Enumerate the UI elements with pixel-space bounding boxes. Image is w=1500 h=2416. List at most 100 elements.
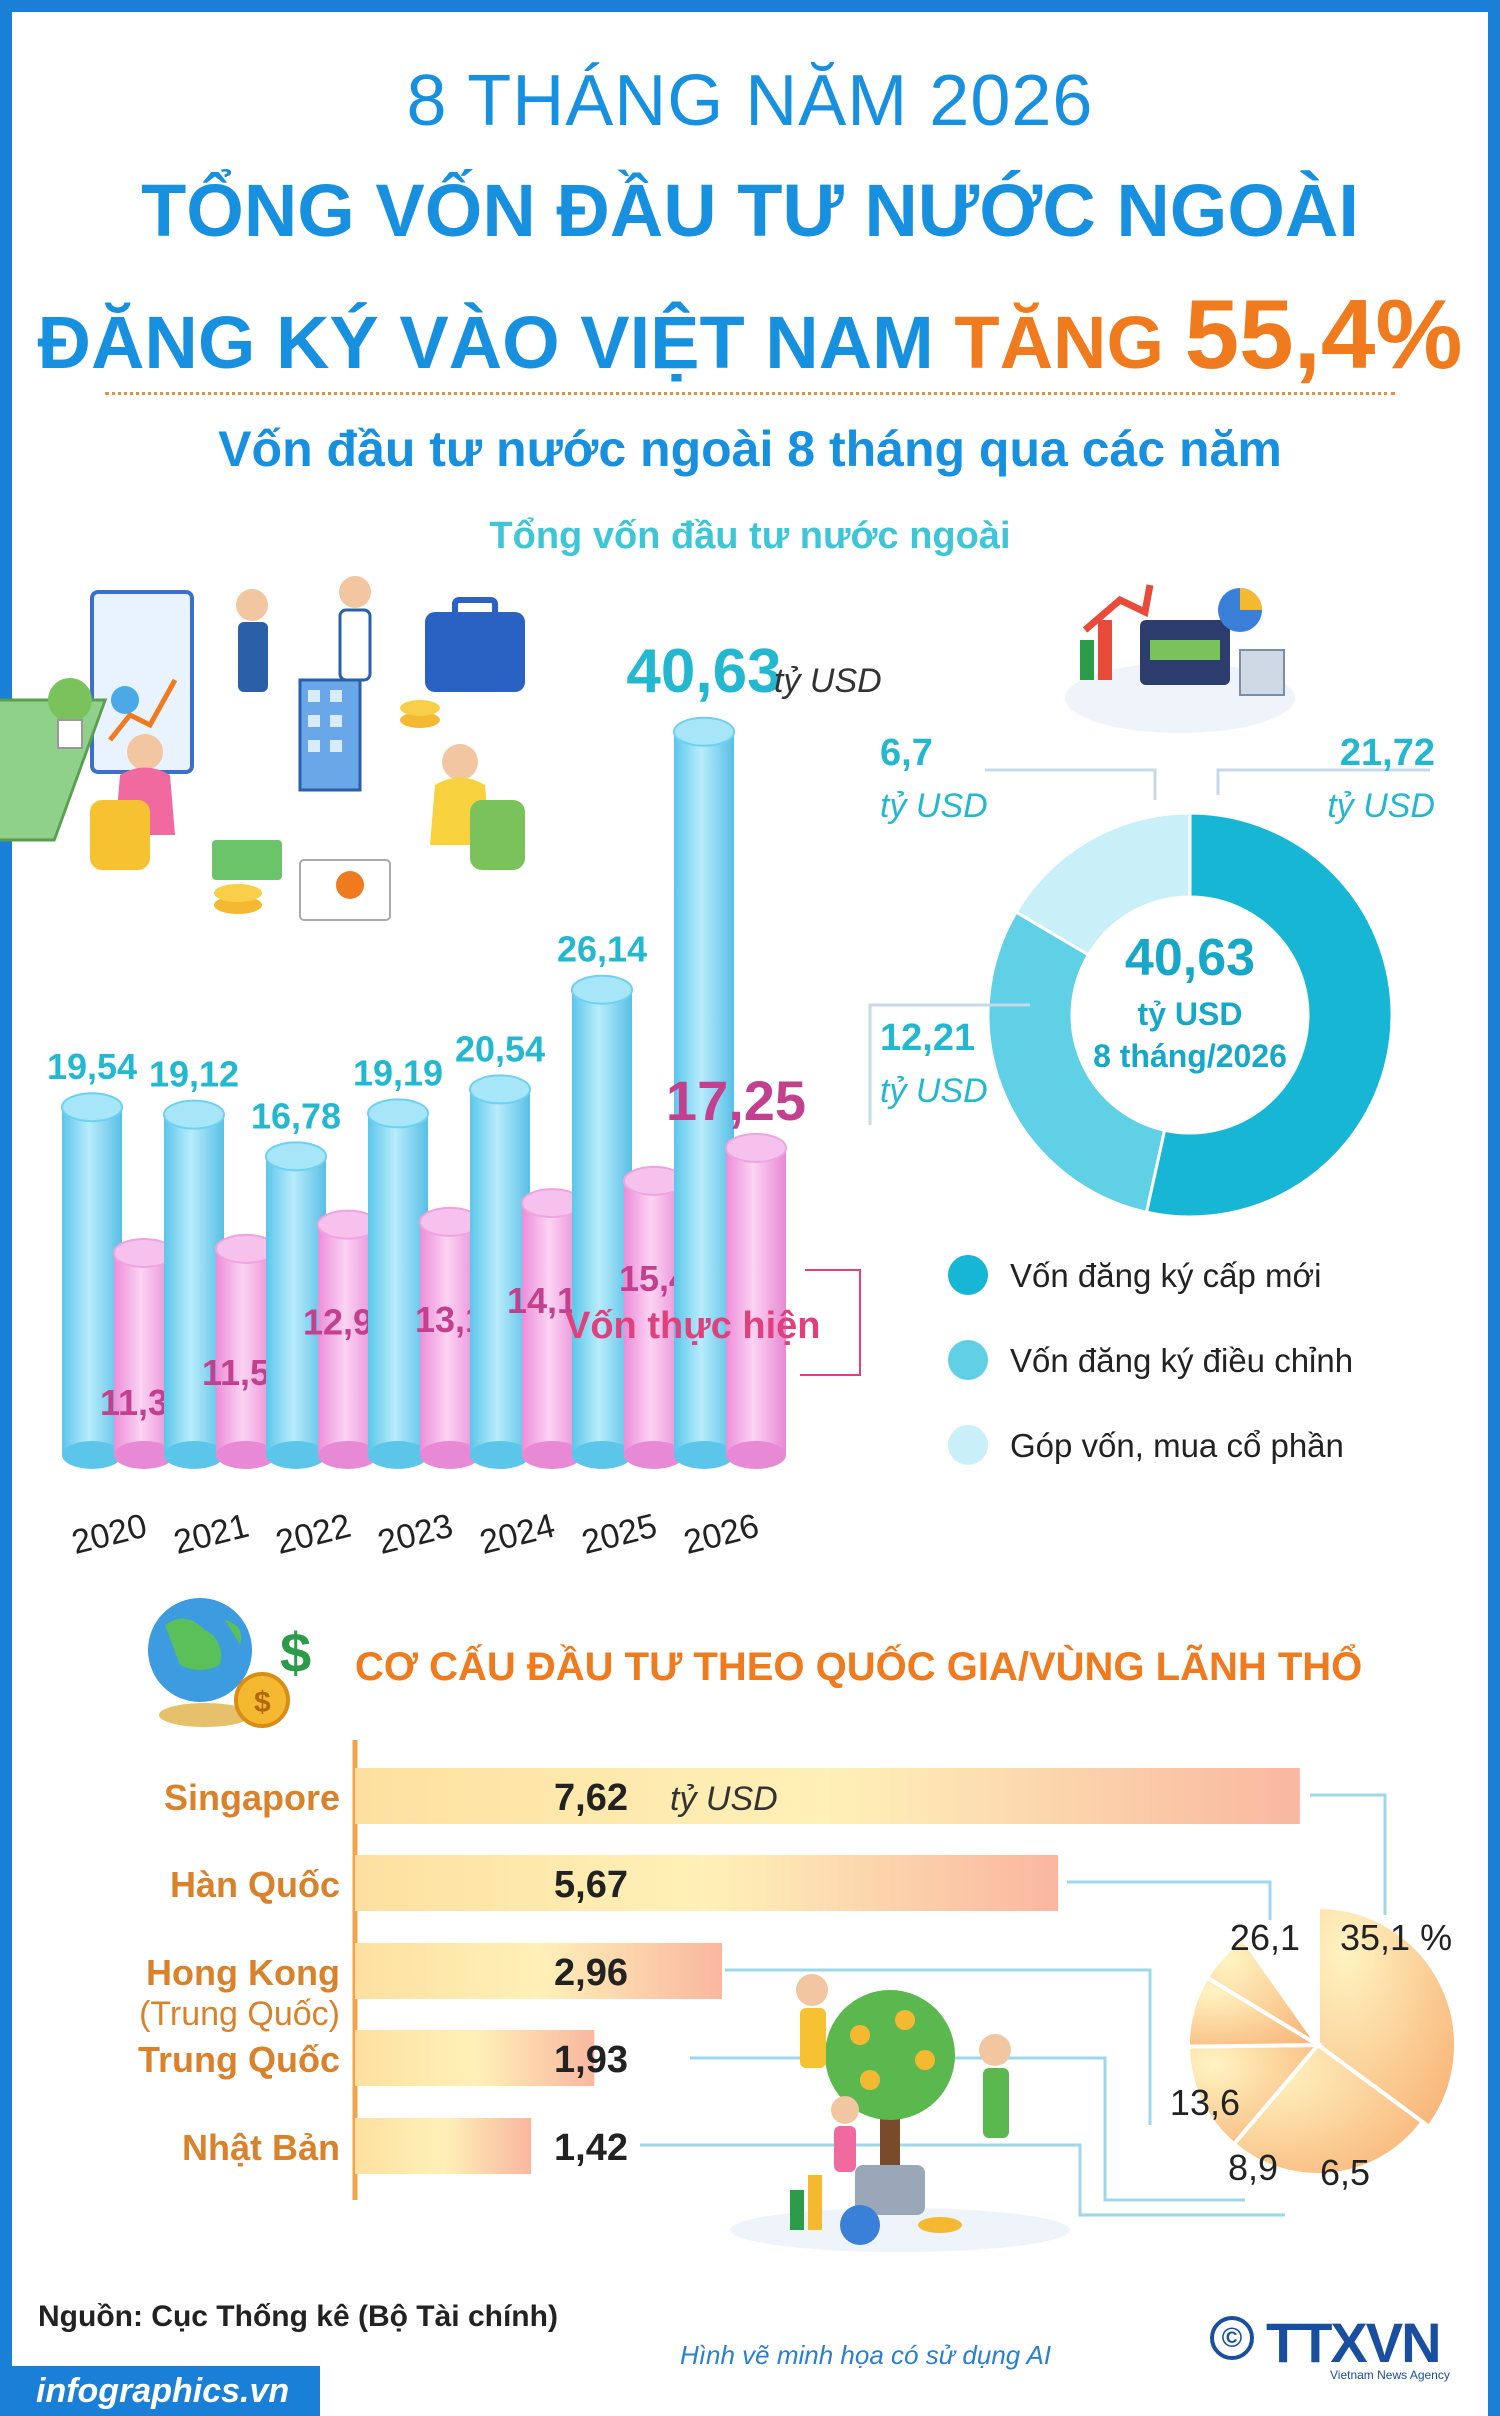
dollar-sign-icon: $ [280, 1621, 311, 1684]
year-tick-label: 2022 [272, 1507, 355, 1562]
yearly-investment-bar-chart: 19,5411,35202019,1211,58202116,7812,9420… [47, 637, 882, 1562]
total-capital-unit: tỷ USD [774, 662, 882, 700]
chair-icon [90, 800, 150, 870]
donut-center-unit: tỷ USD [1138, 996, 1243, 1032]
total-capital-bar [571, 974, 633, 1469]
total-capital-value-label: 40,63 [626, 637, 781, 706]
chart-bar-icon [790, 2190, 804, 2230]
child-icon [831, 2096, 859, 2124]
period-title: 8 THÁNG NĂM 2026 [406, 61, 1094, 141]
globe-money-illustration: $ $ [148, 1598, 311, 1728]
plant-icon [48, 678, 92, 722]
country-name-label: Hong Kong [146, 1952, 340, 1993]
country-share-slice [1185, 2042, 1323, 2147]
total-capital-bar [61, 1092, 123, 1469]
building-icon [1239, 649, 1285, 696]
realized-capital-value-label: 17,25 [666, 1069, 806, 1132]
realized-capital-label: Vốn thực hiện [565, 1305, 821, 1347]
country-note-label: (Trung Quốc) [139, 1995, 340, 2033]
main-title-line1: TỔNG VỐN ĐẦU TƯ NƯỚC NGOÀI [141, 169, 1359, 252]
total-capital-label: Tổng vốn đầu tư nước ngoài [489, 515, 1011, 557]
country-value-label: 1,93 [554, 2039, 628, 2081]
logo-subtitle: Vietnam News Agency [1330, 2368, 1450, 2382]
ai-illustration-note: Hình vẽ minh họa có sử dụng AI [680, 2340, 1052, 2370]
legend-label: Vốn đăng ký cấp mới [1010, 1257, 1321, 1294]
donut-slice-value-label: 6,7 [880, 732, 933, 774]
chart-bar-icon [1098, 620, 1112, 680]
year-tick-label: 2021 [170, 1507, 253, 1562]
total-capital-bar [163, 1099, 225, 1469]
person-watering-icon [796, 1974, 828, 2006]
country-unit-label: tỷ USD [670, 1780, 778, 1818]
donut-slice-value-label: 12,21 [880, 1017, 975, 1059]
country-value-label: 1,42 [554, 2127, 628, 2169]
country-value-label: 7,62 [554, 1777, 628, 1819]
donut-center-value: 40,63 [1125, 929, 1255, 987]
donut-slice-unit-label: tỷ USD [1327, 787, 1435, 825]
legend-swatch [948, 1255, 988, 1295]
total-capital-bar [469, 1074, 531, 1469]
businessman-icon [236, 589, 268, 621]
year-tick-label: 2025 [578, 1507, 661, 1562]
country-share-label: 8,9 [1228, 2147, 1278, 2188]
country-share-label: 6,5 [1320, 2152, 1370, 2193]
chair-icon [470, 800, 525, 870]
donut-slice [1014, 811, 1192, 957]
tree-icon [825, 1990, 955, 2120]
donut-slice-unit-label: tỷ USD [880, 1072, 988, 1110]
donut-legend: Vốn đăng ký cấp mới Vốn đăng ký điều chỉn… [948, 1255, 1353, 1465]
money-tree-illustration [730, 1974, 1070, 2252]
briefcase-icon [425, 612, 525, 692]
woman-at-laptop-icon [127, 734, 163, 770]
country-share-label: 35,1 % [1340, 1917, 1452, 1958]
country-name-label: Hàn Quốc [170, 1864, 340, 1905]
park-block-icon [0, 698, 108, 842]
main-title-percent: 55,4% [1184, 279, 1463, 389]
donut-slice-unit-label: tỷ USD [880, 787, 988, 825]
person-with-tablet-icon [979, 2034, 1011, 2066]
finance-illustration [1065, 584, 1295, 733]
country-share-slice [1204, 1936, 1320, 2047]
donut-slice [986, 910, 1167, 1215]
year-tick-label: 2020 [68, 1507, 151, 1562]
realized-capital-bar [725, 1132, 787, 1469]
svg-text:$: $ [254, 1686, 271, 1719]
year-tick-label: 2026 [680, 1507, 763, 1562]
total-capital-value-label: 19,12 [149, 1054, 239, 1095]
year-tick-label: 2024 [476, 1507, 559, 1562]
country-share-label: 26,1 [1230, 1917, 1300, 1958]
country-share-label: 13,6 [1170, 2082, 1240, 2123]
pie-chart-icon [840, 2205, 880, 2245]
country-value-label: 2,96 [554, 1952, 628, 1994]
total-capital-bar [367, 1098, 429, 1469]
donut-center-caption: 8 tháng/2026 [1093, 1038, 1287, 1074]
country-value-label: 5,67 [554, 1864, 628, 1906]
ttxvn-logo: © TTXVN Vietnam News Agency [1210, 2310, 1470, 2390]
office-investment-illustration [0, 576, 525, 921]
total-capital-value-label: 19,54 [47, 1046, 137, 1087]
realized-capital-callout: Vốn thực hiện [565, 1269, 861, 1376]
source-note: Nguồn: Cục Thống kê (Bộ Tài chính) [38, 2300, 558, 2333]
money-stack-icon [212, 840, 282, 880]
legend-label: Vốn đăng ký điều chỉnh [1010, 1342, 1353, 1379]
main-title-increase: TĂNG [954, 301, 1165, 384]
country-bar-chart: 7,62 Singapore 5,67 Hàn Quốc 2,96 Hong Kong(T… [138, 1740, 1387, 2217]
legend-swatch [948, 1340, 988, 1380]
country-bar [355, 1855, 1059, 1911]
main-title-prefix: ĐĂNG KÝ VÀO VIỆT NAM [37, 301, 934, 384]
logo-wordmark: TTXVN [1266, 2311, 1442, 2374]
country-bar [355, 2030, 595, 2086]
pot-icon [855, 2165, 925, 2215]
dollar-coin-icon [234, 1672, 290, 1728]
donut-slice [1144, 811, 1394, 1219]
site-link[interactable]: infographics.vn [0, 2366, 320, 2416]
chart-subtitle: Vốn đầu tư nước ngoài 8 tháng qua các nă… [218, 421, 1282, 477]
capital-structure-donut-chart: 40,63 tỷ USD 8 tháng/2026 21,72 tỷ USD 12,21 t… [868, 732, 1435, 1219]
man-with-tablet-icon [442, 744, 478, 780]
country-name-label: Nhật Bản [182, 2127, 340, 2168]
coin-stack-icon [400, 712, 440, 728]
total-capital-value-label: 16,78 [251, 1095, 341, 1136]
country-section-title: CƠ CẤU ĐẦU TƯ THEO QUỐC GIA/VÙNG LÃNH TH… [355, 1642, 1362, 1689]
total-capital-bar [265, 1141, 327, 1469]
